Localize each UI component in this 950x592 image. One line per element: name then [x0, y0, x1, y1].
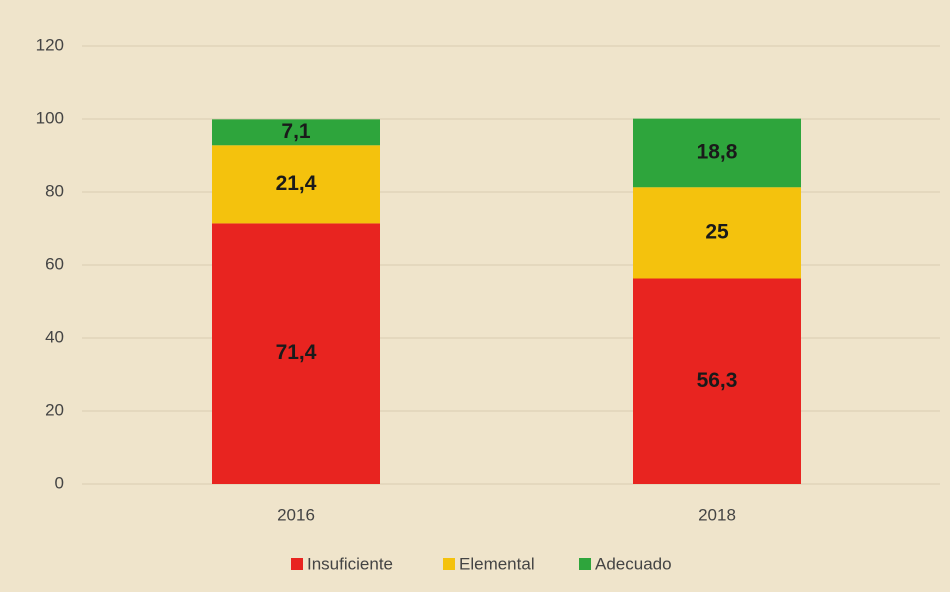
legend-label: Elemental — [459, 554, 535, 573]
legend-swatch — [579, 558, 591, 570]
y-tick-label: 120 — [36, 35, 64, 54]
y-tick-label: 100 — [36, 108, 64, 127]
data-label: 21,4 — [276, 172, 317, 195]
data-label: 25 — [705, 220, 729, 243]
bar-segment — [633, 118, 801, 188]
bar-segment — [212, 223, 380, 484]
y-tick-label: 0 — [55, 473, 64, 492]
legend-swatch — [291, 558, 303, 570]
bar-segment — [633, 187, 801, 279]
y-tick-label: 80 — [45, 181, 64, 200]
y-tick-label: 60 — [45, 254, 64, 273]
bar-segment — [633, 278, 801, 484]
legend-label: Adecuado — [595, 554, 672, 573]
data-label: 7,1 — [281, 120, 311, 143]
data-label: 18,8 — [697, 140, 738, 163]
legend-swatch — [443, 558, 455, 570]
data-label: 71,4 — [276, 341, 317, 364]
y-tick-label: 40 — [45, 327, 64, 346]
data-label: 56,3 — [697, 369, 738, 392]
legend-label: Insuficiente — [307, 554, 393, 573]
x-tick-label: 2018 — [698, 505, 736, 524]
bar-segment — [212, 119, 380, 146]
y-tick-label: 20 — [45, 400, 64, 419]
x-tick-label: 2016 — [277, 505, 315, 524]
bar-segment — [212, 145, 380, 224]
